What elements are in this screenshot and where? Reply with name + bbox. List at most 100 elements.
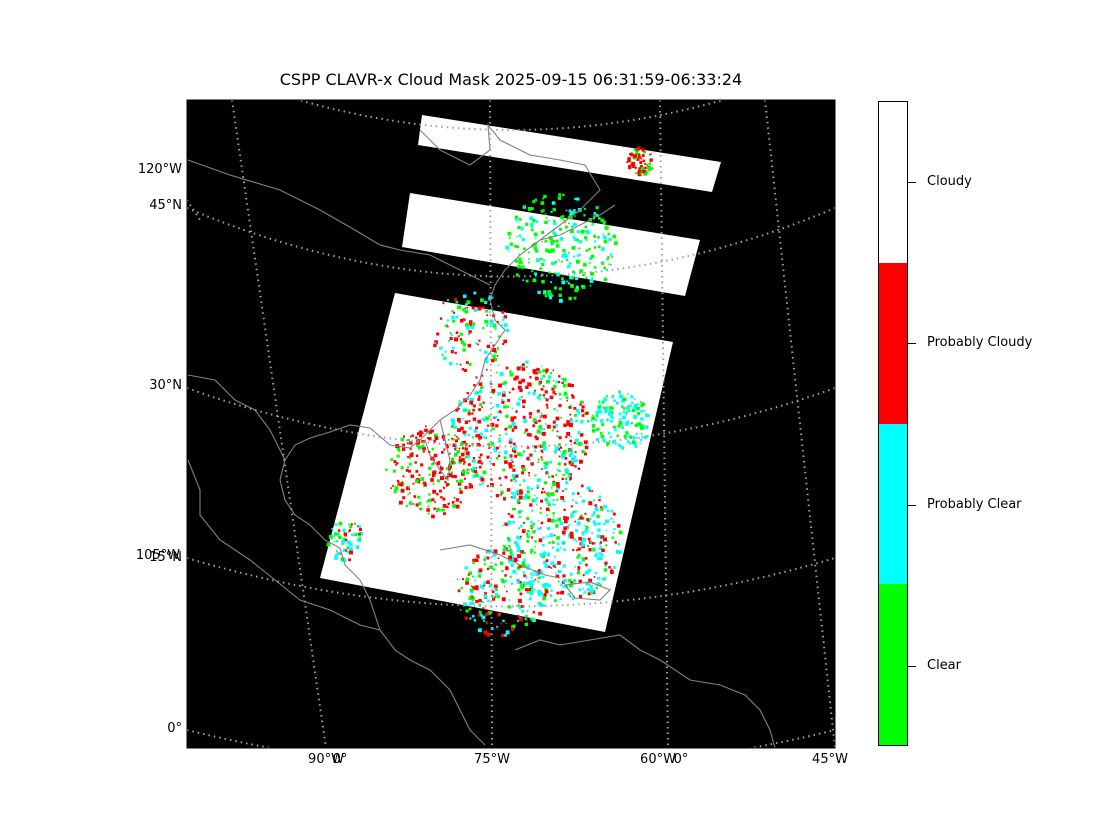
speckle-pixel <box>504 574 507 577</box>
speckle-pixel <box>519 616 521 619</box>
speckle-pixel <box>548 220 551 222</box>
speckle-pixel <box>559 298 563 303</box>
speckle-pixel <box>578 594 583 599</box>
speckle-pixel <box>509 551 513 555</box>
speckle-pixel <box>632 165 634 167</box>
speckle-pixel <box>604 225 609 230</box>
speckle-pixel <box>471 436 474 439</box>
speckle-pixel <box>578 588 581 592</box>
speckle-pixel <box>565 481 569 485</box>
speckle-pixel <box>552 512 555 515</box>
speckle-pixel <box>536 497 539 500</box>
speckle-pixel <box>458 402 462 407</box>
speckle-pixel <box>553 408 556 411</box>
speckle-pixel <box>541 412 543 415</box>
speckle-pixel <box>606 419 609 422</box>
speckle-pixel <box>538 538 543 543</box>
speckle-pixel <box>477 391 479 394</box>
speckle-pixel <box>433 440 436 443</box>
speckle-pixel <box>637 412 641 416</box>
speckle-pixel <box>575 408 580 413</box>
speckle-pixel <box>471 443 474 446</box>
speckle-pixel <box>605 519 609 524</box>
speckle-pixel <box>472 457 476 460</box>
speckle-pixel <box>490 358 495 363</box>
speckle-pixel <box>558 455 561 458</box>
speckle-pixel <box>547 492 551 497</box>
speckle-pixel <box>453 425 457 429</box>
coastline-canada <box>187 159 491 286</box>
speckle-pixel <box>532 571 535 574</box>
speckle-pixel <box>424 428 428 433</box>
speckle-pixel <box>420 477 424 481</box>
speckle-pixel <box>463 602 467 607</box>
speckle-pixel <box>555 489 559 493</box>
speckle-pixel <box>643 435 648 440</box>
speckle-pixel <box>455 315 459 319</box>
speckle-pixel <box>613 441 616 444</box>
speckle-pixel <box>625 413 628 416</box>
speckle-pixel <box>456 479 459 483</box>
speckle-pixel <box>476 461 479 464</box>
speckle-pixel <box>407 466 410 469</box>
speckle-pixel <box>539 380 542 384</box>
speckle-pixel <box>500 622 503 625</box>
speckle-pixel <box>577 566 581 569</box>
speckle-pixel <box>553 534 556 537</box>
speckle-pixel <box>565 435 568 439</box>
speckle-pixel <box>449 361 453 366</box>
speckle-pixel <box>516 535 520 540</box>
speckle-pixel <box>547 249 552 254</box>
speckle-pixel <box>473 404 476 408</box>
speckle-pixel <box>501 382 504 385</box>
speckle-pixel <box>468 362 472 366</box>
speckle-pixel <box>465 323 469 327</box>
speckle-pixel <box>453 311 456 314</box>
speckle-pixel <box>649 153 651 156</box>
speckle-pixel <box>549 594 553 597</box>
speckle-pixel <box>450 425 454 428</box>
speckle-pixel <box>587 537 591 541</box>
speckle-pixel <box>625 431 629 435</box>
speckle-pixel <box>493 358 497 362</box>
speckle-pixel <box>477 433 481 437</box>
speckle-pixel <box>634 166 637 169</box>
speckle-pixel <box>591 531 594 534</box>
speckle-pixel <box>472 466 476 470</box>
speckle-pixel <box>477 419 482 424</box>
speckle-pixel <box>525 366 528 368</box>
speckle-pixel <box>518 217 522 221</box>
speckle-pixel <box>426 508 430 512</box>
speckle-pixel <box>529 376 532 379</box>
speckle-pixel <box>496 625 499 628</box>
speckle-pixel <box>561 454 565 459</box>
speckle-pixel <box>521 471 525 475</box>
speckle-pixel <box>542 576 545 579</box>
speckle-pixel <box>527 391 531 395</box>
speckle-pixel <box>446 319 449 322</box>
speckle-pixel <box>537 601 542 606</box>
speckle-pixel <box>407 493 409 496</box>
speckle-pixel <box>478 610 482 614</box>
speckle-pixel <box>535 572 539 576</box>
speckle-pixel <box>342 529 346 533</box>
speckle-pixel <box>521 510 524 512</box>
speckle-pixel <box>522 415 526 419</box>
speckle-pixel <box>442 302 445 305</box>
speckle-pixel <box>552 207 556 212</box>
speckle-pixel <box>582 592 585 595</box>
speckle-pixel <box>486 455 490 459</box>
speckle-pixel <box>555 524 559 528</box>
speckle-pixel <box>551 540 555 544</box>
speckle-pixel <box>347 530 350 533</box>
speckle-pixel <box>596 514 600 519</box>
speckle-pixel <box>525 619 528 622</box>
speckle-pixel <box>543 560 547 565</box>
speckle-pixel <box>553 503 556 506</box>
speckle-pixel <box>478 598 482 603</box>
speckle-pixel <box>469 400 474 405</box>
speckle-pixel <box>576 230 580 234</box>
speckle-pixel <box>551 475 554 478</box>
speckle-pixel <box>650 167 654 170</box>
speckle-pixel <box>550 589 553 592</box>
